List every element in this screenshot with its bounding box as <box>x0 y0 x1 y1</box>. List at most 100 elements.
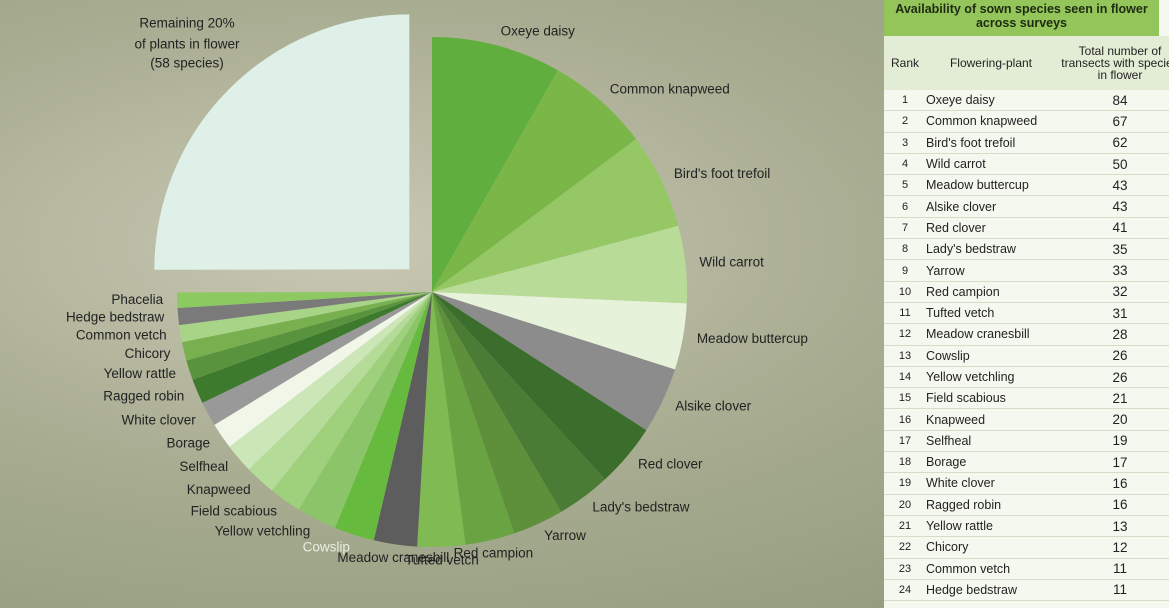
rank-cell: 20 <box>884 494 926 516</box>
count-cell: 16 <box>1056 472 1169 495</box>
rank-cell: 5 <box>884 174 926 197</box>
slice-label: Red campion <box>454 545 534 560</box>
slice-label: Yarrow <box>544 528 586 543</box>
rank-cell: 8 <box>884 238 926 261</box>
plant-cell: Meadow cranesbill <box>926 323 1056 346</box>
plant-cell: Red campion <box>926 281 1056 303</box>
count-cell: 41 <box>1056 217 1169 240</box>
table-row: 11 Tufted vetch 31 <box>884 302 1169 325</box>
pie-slice <box>432 292 647 480</box>
table-row: 15 Field scabious 21 <box>884 387 1169 410</box>
count-cell: 31 <box>1056 302 1169 325</box>
count-cell: 26 <box>1056 345 1169 367</box>
pie-slice <box>432 37 558 292</box>
rank-cell: 17 <box>884 430 926 453</box>
plant-cell: Chicory <box>926 536 1056 559</box>
table-row: 17 Selfheal 19 <box>884 430 1169 453</box>
rank-cell: 14 <box>884 366 926 389</box>
plant-cell: Oxeye daisy <box>926 90 1056 112</box>
pie-slice <box>177 292 432 326</box>
plant-cell: Lady's bedstraw <box>926 238 1056 261</box>
rank-cell: 10 <box>884 281 926 303</box>
count-cell: 62 <box>1056 132 1169 154</box>
pie-slice <box>177 292 432 309</box>
pie-slice <box>271 292 432 510</box>
rank-cell: 16 <box>884 408 926 431</box>
slice-label: Cowslip <box>303 540 350 555</box>
pie-slice <box>298 292 432 528</box>
plant-cell: Common vetch <box>926 558 1056 580</box>
slice-label: Yellow vetchling <box>215 523 311 538</box>
count-cell: 43 <box>1056 174 1169 197</box>
table-row: 23 Common vetch 11 <box>884 558 1169 580</box>
table-row: 18 Borage 17 <box>884 451 1169 474</box>
table-row: 13 Cowslip 26 <box>884 345 1169 367</box>
rank-cell: 18 <box>884 451 926 474</box>
table-row: 24 Hedge bedstraw 11 <box>884 579 1169 602</box>
plant-cell: Yellow rattle <box>926 515 1056 538</box>
pie-chart: Remaining 20% of plants in flower (58 sp… <box>66 14 808 567</box>
remaining-label: Remaining 20% <box>139 16 234 31</box>
rank-cell: 24 <box>884 579 926 602</box>
table-row: 4 Wild carrot 50 <box>884 153 1169 176</box>
plant-cell: Hedge bedstraw <box>926 579 1056 602</box>
count-cell: 26 <box>1056 366 1169 389</box>
pie-slice <box>373 292 432 547</box>
slice-label: Wild carrot <box>699 254 764 269</box>
remaining-label: of plants in flower <box>134 37 240 52</box>
slice-label: Lady's bedstraw <box>592 500 689 515</box>
table-row: 14 Yellow vetchling 26 <box>884 366 1169 389</box>
slice-label: Alsike clover <box>675 398 751 413</box>
plant-cell: Alsike clover <box>926 195 1056 218</box>
table-panel: Availability of sown species seen in flo… <box>884 0 1169 608</box>
plant-cell: Common knapweed <box>926 110 1056 133</box>
count-cell: 16 <box>1056 494 1169 516</box>
table-row: 6 Alsike clover 43 <box>884 195 1169 218</box>
pie-slice <box>202 292 432 425</box>
rank-cell: 4 <box>884 153 926 176</box>
slice-label: Ragged robin <box>103 389 184 404</box>
rank-cell: 3 <box>884 132 926 154</box>
pie-slice <box>432 292 562 534</box>
table-row: 10 Red campion 32 <box>884 281 1169 303</box>
table-row: 19 White clover 16 <box>884 472 1169 495</box>
column-header: Rank <box>884 36 926 90</box>
slice-label: Tufted vetch <box>405 552 479 567</box>
rank-cell: 1 <box>884 90 926 112</box>
pie-slice <box>432 225 688 304</box>
plant-cell: Cowslip <box>926 345 1056 367</box>
table-row: 20 Ragged robin 16 <box>884 494 1169 516</box>
slice-label: Chicory <box>125 346 171 361</box>
slice-label: Selfheal <box>179 459 228 474</box>
slice-label: Common vetch <box>76 328 167 343</box>
slice-label: Phacelia <box>111 292 163 307</box>
table-header: Rank Flowering-plant Total number of tra… <box>884 36 1169 90</box>
count-cell: 20 <box>1056 408 1169 431</box>
count-cell: 21 <box>1056 387 1169 410</box>
table-row: 16 Knapweed 20 <box>884 408 1169 431</box>
slice-label: Borage <box>166 436 210 451</box>
rank-cell: 15 <box>884 387 926 410</box>
table-row: 3 Bird's foot trefoil 62 <box>884 132 1169 154</box>
plant-cell: Selfheal <box>926 430 1056 453</box>
slice-label: Yellow rattle <box>104 366 176 381</box>
table-row: 12 Meadow cranesbill 28 <box>884 323 1169 346</box>
count-cell: 33 <box>1056 259 1169 282</box>
count-cell: 11 <box>1056 579 1169 602</box>
rank-cell: 11 <box>884 302 926 325</box>
plant-cell: Meadow buttercup <box>926 174 1056 197</box>
table-row: 21 Yellow rattle 13 <box>884 515 1169 538</box>
slice-label: Meadow buttercup <box>697 331 808 346</box>
count-cell: 84 <box>1056 90 1169 112</box>
plant-cell: Bird's foot trefoil <box>926 132 1056 154</box>
slice-label: Red clover <box>638 457 703 472</box>
count-cell: 50 <box>1056 153 1169 176</box>
rank-cell: 9 <box>884 259 926 282</box>
slice-label: Bird's foot trefoil <box>674 166 770 181</box>
rank-cell: 6 <box>884 195 926 218</box>
pie-slice <box>335 292 432 541</box>
table-row: 1 Oxeye daisy 84 <box>884 90 1169 112</box>
plant-cell: Yarrow <box>926 259 1056 282</box>
rank-cell: 19 <box>884 472 926 495</box>
